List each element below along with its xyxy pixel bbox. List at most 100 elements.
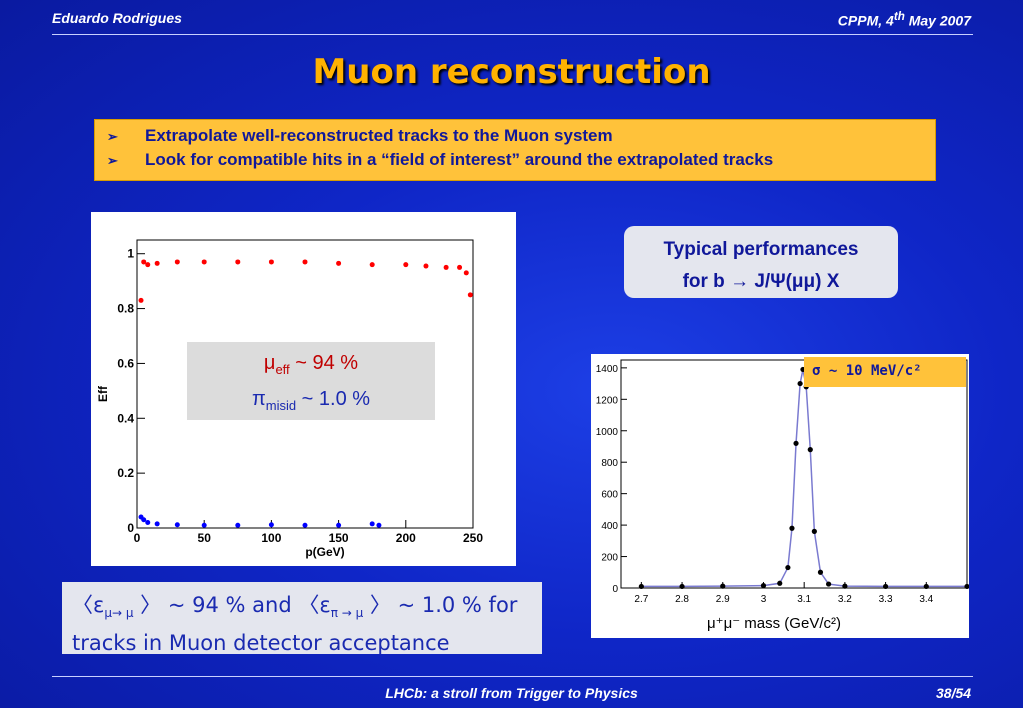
efficiency-point: [403, 262, 409, 268]
bullet-box: ➢ Extrapolate well-reconstructed tracks …: [94, 119, 936, 181]
efficiency-point: [463, 270, 469, 276]
mass-point: [789, 525, 795, 531]
mass-point: [760, 583, 767, 589]
misid-point: [369, 521, 375, 527]
mass-point: [923, 583, 929, 590]
mass-point: [817, 569, 824, 575]
misid-point: [174, 522, 180, 528]
y-tick-label: 0.6: [117, 356, 134, 370]
y-tick-label: 0.8: [117, 302, 134, 316]
misid-point: [141, 517, 147, 523]
misid-point: [376, 522, 382, 528]
misid-point: [201, 522, 207, 528]
bullet-item: ➢ Extrapolate well-reconstructed tracks …: [107, 126, 613, 145]
plot-frame: [136, 239, 474, 529]
y-tick-label: 0: [127, 521, 134, 535]
author-header: Eduardo Rodrigues: [52, 10, 182, 26]
y-tick-label: 1400: [596, 364, 619, 375]
efficiency-point: [235, 259, 241, 265]
efficiency-point: [201, 259, 207, 265]
mass-point: [842, 583, 848, 589]
misid-point: [235, 522, 241, 528]
mass-point: [638, 583, 644, 590]
efficiency-point: [145, 262, 151, 268]
x-axis-label: μ⁺μ⁻ mass (GeV/c²): [707, 615, 841, 632]
page-number: 38/54: [935, 685, 971, 701]
bullet-item: ➢ Look for compatible hits in a “field o…: [107, 150, 774, 169]
y-tick-label: 0: [612, 584, 618, 595]
misid-point: [154, 521, 160, 527]
misid-point: [302, 522, 308, 528]
mass-plot-svg: 2.7 2.8 2.9 3 3.1 3.2 3.3 3.4 0 200 400 600 800 1000 1…: [596, 359, 970, 632]
efficiency-summary-box: μeff ~ 94 % πmisid ~ 1.0 %: [187, 342, 435, 420]
mass-point: [797, 380, 803, 387]
efficiency-point: [302, 259, 308, 265]
efficiency-plot: 0 50 100 150 200 250 0 0.2 0.4 0.6 0.8 1 p(GeV) Eff: [91, 212, 516, 566]
y-axis-label: Eff: [96, 385, 110, 402]
typical-performances-box: Typical performances for b → J/Ψ(μμ) X: [624, 226, 898, 298]
x-tick-label: 250: [463, 531, 483, 545]
x-tick-label: 3.1: [797, 594, 811, 605]
mass-point: [785, 564, 791, 571]
misid-point: [145, 520, 151, 526]
efficiency-point: [369, 262, 375, 268]
muon-efficiency: μeff ~ 94 %: [263, 352, 359, 377]
x-axis-label: p(GeV): [305, 545, 344, 559]
x-tick-label: 2.7: [634, 594, 648, 605]
x-tick-label: 2.9: [716, 594, 730, 605]
fit-curve: [641, 369, 967, 588]
mass-point: [807, 447, 813, 453]
x-tick-label: 100: [261, 531, 281, 545]
x-tick-label: 3.2: [838, 594, 852, 605]
efficiency-point: [423, 263, 429, 269]
mass-point: [720, 583, 726, 589]
efficiency-point: [154, 260, 160, 266]
x-tick-label: 0: [134, 531, 141, 545]
plot-frame: [620, 359, 968, 589]
y-tick-label: 200: [601, 553, 618, 564]
efficiency-point: [336, 260, 342, 266]
y-tick-label: 400: [601, 521, 618, 532]
footer-rule: [52, 676, 973, 677]
mass-point: [882, 583, 889, 590]
mass-plot: 2.7 2.8 2.9 3 3.1 3.2 3.3 3.4 0 200 400 600 800 1000 1…: [591, 354, 970, 638]
mass-point: [811, 528, 817, 534]
x-tick-label: 3.4: [919, 594, 933, 605]
y-tick-label: 600: [601, 490, 618, 501]
efficiency-point: [467, 292, 473, 298]
mass-point: [679, 583, 685, 590]
mass-point: [964, 583, 970, 590]
efficiency-point: [268, 259, 274, 265]
efficiency-point: [457, 264, 463, 270]
x-tick-label: 200: [396, 531, 416, 545]
y-tick-label: 1: [127, 247, 134, 261]
x-tick-label: 3.3: [879, 594, 893, 605]
summary-box: 〈εμ→ μ 〉 ~ 94 % and 〈επ → μ 〉 ~ 1.0 % fo…: [62, 582, 542, 655]
mass-point: [826, 581, 832, 587]
header-rule: [52, 34, 973, 35]
mass-point: [777, 580, 783, 586]
pion-misid: πmisid ~ 1.0 %: [251, 388, 371, 413]
arrow-bullet-icon: ➢: [107, 129, 118, 144]
arrow-bullet-icon: ➢: [107, 153, 118, 168]
y-tick-label: 0.2: [117, 466, 134, 480]
x-tick-label: 3: [761, 594, 767, 605]
talk-title-footer: LHCb: a stroll from Trigger to Physics: [385, 685, 638, 701]
x-tick-label: 2.8: [675, 594, 689, 605]
efficiency-point: [138, 297, 144, 303]
mass-point: [793, 440, 799, 446]
resolution-label: σ ~ 10 MeV/c²: [804, 357, 966, 387]
x-tick-label: 150: [329, 531, 349, 545]
x-tick-label: 50: [198, 531, 212, 545]
efficiency-plot-svg: 0 50 100 150 200 250 0 0.2 0.4 0.6 0.8 1 p(GeV) Eff: [96, 239, 483, 559]
efficiency-point: [174, 259, 180, 265]
misid-point: [268, 522, 274, 528]
y-tick-label: 1200: [596, 395, 619, 406]
venue-header: CPPM, 4th May 2007: [837, 10, 971, 29]
y-tick-label: 0.4: [117, 411, 134, 425]
efficiency-point: [141, 259, 147, 265]
y-tick-label: 1000: [596, 427, 619, 438]
misid-point: [336, 522, 342, 528]
slide-title: Muon reconstruction: [312, 52, 711, 92]
y-tick-label: 800: [601, 458, 618, 469]
